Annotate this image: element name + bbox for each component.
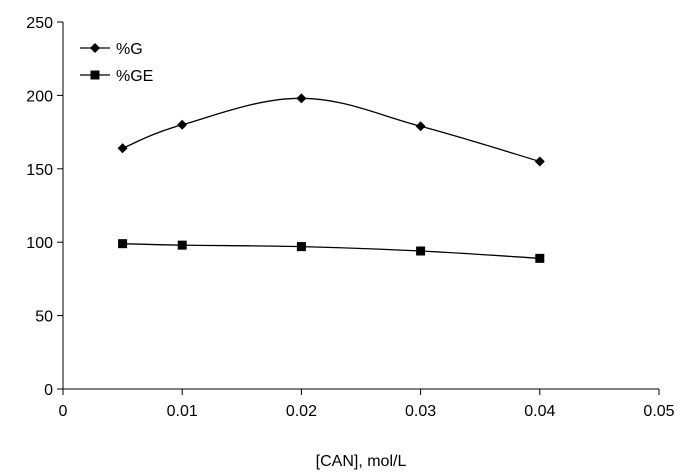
- y-tick-label: 150: [26, 162, 53, 179]
- legend-item: %GE: [80, 68, 153, 85]
- legend-label: %G: [116, 41, 143, 58]
- data-point: [296, 93, 307, 104]
- legend-item: %G: [80, 41, 143, 58]
- data-point: [416, 246, 426, 256]
- data-point: [415, 121, 426, 132]
- y-tick-label: 200: [26, 88, 53, 105]
- data-point: [534, 156, 545, 167]
- data-point: [535, 253, 545, 263]
- legend-label: %GE: [116, 68, 153, 85]
- data-point: [118, 239, 128, 249]
- series-ge: [118, 239, 545, 263]
- y-tick-label: 250: [26, 15, 53, 32]
- series-line: [122, 243, 540, 259]
- x-tick-label: 0.05: [643, 403, 674, 420]
- series-line: [122, 97, 540, 163]
- x-tick-label: 0.04: [524, 403, 555, 420]
- data-point: [296, 242, 306, 252]
- x-tick-label: 0: [59, 403, 68, 420]
- y-tick-label: 50: [35, 309, 53, 326]
- x-tick-label: 0.03: [405, 403, 436, 420]
- legend: %G %GE: [80, 41, 153, 85]
- x-tick-label: 0.02: [286, 403, 317, 420]
- data-point: [177, 240, 187, 250]
- y-tick-label: 0: [44, 382, 53, 399]
- axes: 0 50 100 150 200 250 0 0.01 0.02 0.03 0.04 0.05: [26, 15, 674, 420]
- series-layer: [117, 93, 545, 263]
- x-axis-title: [CAN], mol/L: [316, 453, 407, 470]
- series-g: [117, 93, 545, 167]
- x-tick-label: 0.01: [167, 403, 198, 420]
- y-tick-label: 100: [26, 235, 53, 252]
- legend-marker: [90, 70, 100, 80]
- legend-marker: [90, 43, 100, 53]
- data-point: [117, 143, 128, 154]
- data-point: [177, 119, 188, 130]
